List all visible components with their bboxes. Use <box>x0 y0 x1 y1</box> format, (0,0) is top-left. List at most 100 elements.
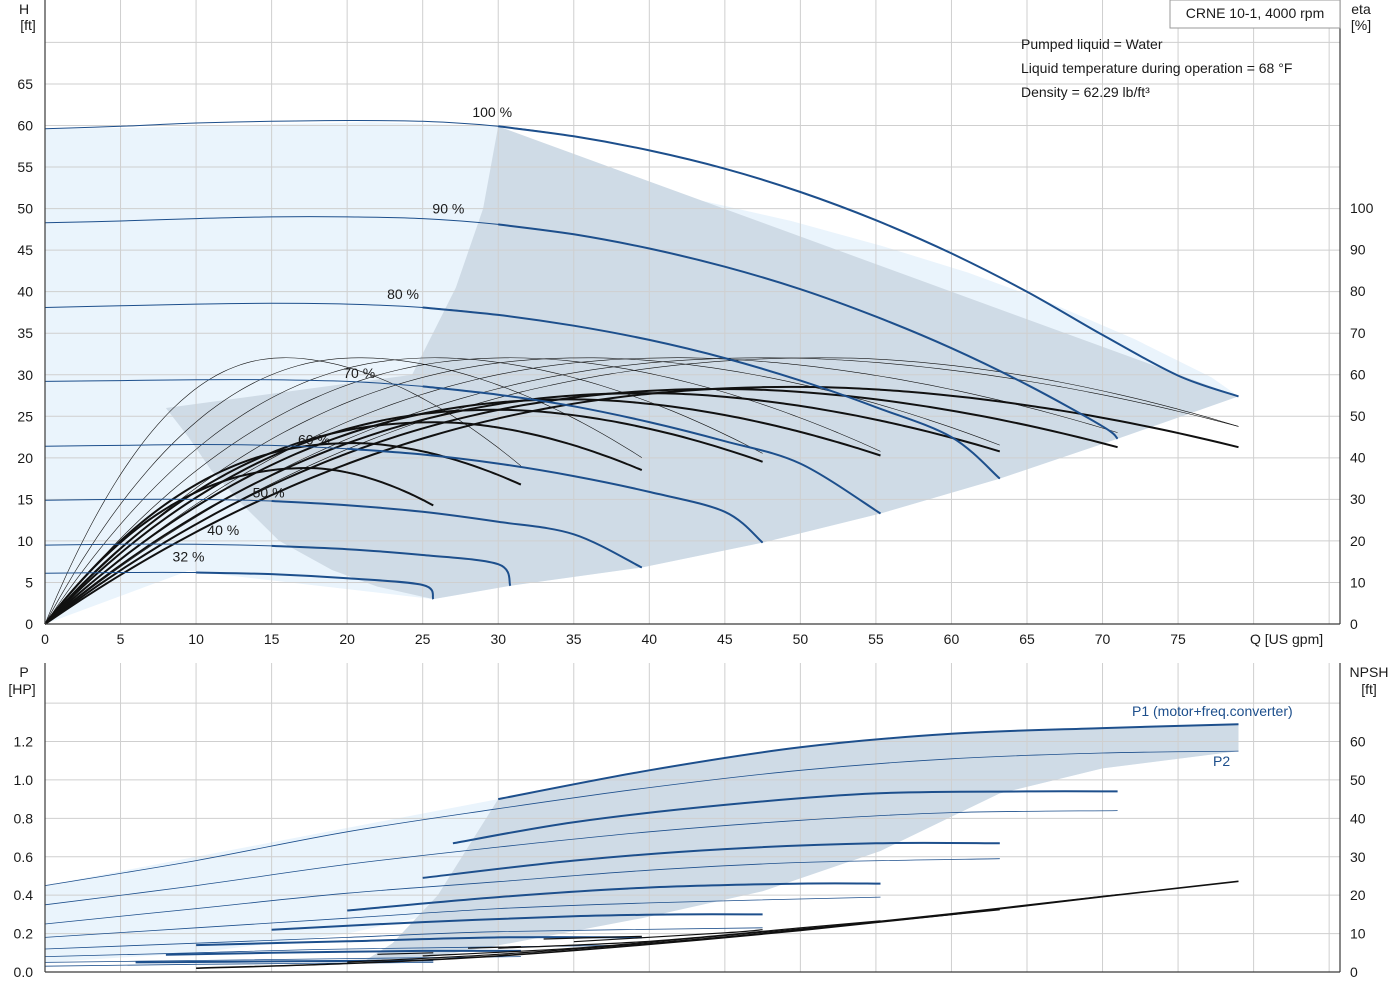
speed-label-0: 100 % <box>472 104 512 120</box>
npsh-curve-4 <box>573 929 763 943</box>
npsh-tick: 20 <box>1350 887 1366 903</box>
h-tick: 60 <box>17 118 33 134</box>
x-tick: 35 <box>566 631 582 647</box>
efficiency-curve-thin-5 <box>44 357 1118 625</box>
speed-curve-5 <box>271 500 643 569</box>
x-tick: 45 <box>717 631 733 647</box>
x-tick: 10 <box>188 631 204 647</box>
efficiency-curve-thin-0 <box>44 357 522 625</box>
p2-curve-4 <box>44 927 763 950</box>
p1-label: P1 (motor+freq.converter) <box>1132 703 1293 719</box>
x-tick: 55 <box>868 631 884 647</box>
speed-label-2: 80 % <box>387 286 419 302</box>
p1-curve-6 <box>165 949 521 956</box>
x-tick: 60 <box>944 631 960 647</box>
eta-tick: 90 <box>1350 242 1366 258</box>
npsh-curves <box>196 880 1239 969</box>
p-tick: 0.0 <box>14 964 34 980</box>
h-tick: 0 <box>25 616 33 632</box>
p-tick: 0.2 <box>14 926 34 942</box>
axes: 0.0 0.2 0.4 0.6 0.8 1.0 1.2 0 10 20 30 40 50 60 <box>14 663 1366 980</box>
h-tick: 40 <box>17 284 33 300</box>
speed-curve-0 <box>498 125 1239 398</box>
p2-curve-1 <box>44 810 1118 906</box>
npsh-curve-1 <box>347 893 1121 963</box>
efficiency-curve-thin-3 <box>44 357 881 625</box>
npsh-tick: 0 <box>1350 964 1358 980</box>
p-axis-unit-bottom: [HP] <box>8 681 35 697</box>
speed-label-3: 70 % <box>343 365 375 381</box>
x-tick: 70 <box>1095 631 1111 647</box>
h-tick: 55 <box>17 159 33 175</box>
h-tick: 15 <box>17 491 33 507</box>
efficiency-curve-bold-5 <box>44 392 1001 625</box>
x-tick: 25 <box>415 631 431 647</box>
grid <box>44 663 1340 973</box>
eta-tick: 60 <box>1350 366 1366 382</box>
p1-curve-1 <box>452 790 1118 845</box>
eta-tick: 100 <box>1350 200 1374 216</box>
efficiency-curve-bold-6 <box>44 387 1118 625</box>
efficiency-curve-bold-4 <box>44 398 881 625</box>
npsh-tick: 50 <box>1350 772 1366 788</box>
speed-curve-7 <box>196 571 435 600</box>
speed-curve-3 <box>422 385 882 515</box>
operating-areas <box>45 122 1239 624</box>
title-text: CRNE 10-1, 4000 rpm <box>1186 5 1325 21</box>
efficiency-curve-bold-3 <box>44 408 763 625</box>
info-temperature: Liquid temperature during operation = 68… <box>1021 60 1292 76</box>
x-tick: 75 <box>1170 631 1186 647</box>
h-tick: 65 <box>17 76 33 92</box>
speed-label-4: 60 % <box>298 432 330 448</box>
speed-label-6: 40 % <box>207 522 239 538</box>
efficiency-curve-bold-2 <box>44 421 643 625</box>
speed-label-5: 50 % <box>253 485 285 501</box>
h-tick: 25 <box>17 408 33 424</box>
p-tick: 1.0 <box>14 772 34 788</box>
p-axis-unit-top: P <box>19 664 28 680</box>
npsh-tick: 60 <box>1350 734 1366 750</box>
p1-curve-5 <box>196 936 642 947</box>
speed-label-1: 90 % <box>432 201 464 217</box>
speed-curve-2 <box>422 306 1001 480</box>
p2-curve-0 <box>44 750 1239 886</box>
p1-curve-4 <box>271 913 763 931</box>
speed-curve-1 <box>498 223 1119 440</box>
efficiency-curve-bold-7 <box>44 385 1239 625</box>
npsh-tick: 40 <box>1350 810 1366 826</box>
npsh-axis-unit-top: NPSH <box>1350 664 1389 680</box>
head-efficiency-chart: 100 % 90 % 80 % 70 % 60 % 50 % 40 %32 % 0 5 10 15… <box>17 0 1374 647</box>
q-axis-label: Q [US gpm] <box>1250 631 1323 647</box>
p1-curve-3 <box>347 882 881 912</box>
h-tick: 20 <box>17 450 33 466</box>
h-axis-unit-top: H <box>19 1 29 17</box>
h-tick: 50 <box>17 201 33 217</box>
x-tick: 40 <box>642 631 658 647</box>
h-tick: 30 <box>17 367 33 383</box>
eta-tick: 10 <box>1350 574 1366 590</box>
npsh-curve-3 <box>498 920 881 949</box>
x-tick: 65 <box>1019 631 1035 647</box>
eta-axis-unit-bottom: [%] <box>1351 17 1371 33</box>
p2-curve-2 <box>44 858 1000 925</box>
x-tick: 15 <box>264 631 280 647</box>
speed-label-7: 32 % <box>173 549 205 565</box>
eta-tick: 40 <box>1350 450 1366 466</box>
efficiency-curve-thin-2 <box>44 357 763 625</box>
p-tick: 1.2 <box>14 734 34 750</box>
p2-label: P2 <box>1213 753 1230 769</box>
title-box <box>1169 0 1341 29</box>
p-tick: 0.6 <box>14 849 34 865</box>
npsh-curve-7 <box>377 952 434 955</box>
h-axis-unit-bottom: [ft] <box>20 17 36 33</box>
power-areas <box>45 724 1239 963</box>
eta-tick: 70 <box>1350 325 1366 341</box>
x-tick: 0 <box>41 631 49 647</box>
h-tick: 10 <box>17 533 33 549</box>
npsh-tick: 10 <box>1350 926 1366 942</box>
p-tick: 0.4 <box>14 887 34 903</box>
info-liquid: Pumped liquid = Water <box>1021 36 1163 52</box>
axes: 0 5 10 15 20 25 30 35 40 45 50 55 60 65 70 75 0 5 10 15 20 25… <box>17 0 1374 647</box>
h-tick: 5 <box>25 574 33 590</box>
